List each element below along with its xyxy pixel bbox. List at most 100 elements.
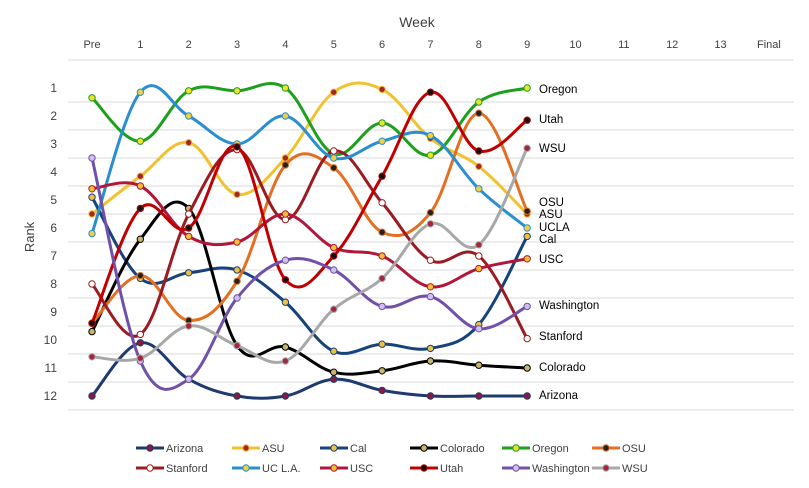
y-tick-label: 6 xyxy=(50,221,57,235)
point-stanford xyxy=(136,330,145,339)
point-cal xyxy=(88,193,96,201)
point-arizona xyxy=(88,392,96,400)
legend-item-usc: USC xyxy=(320,463,373,475)
y-tick-label: 10 xyxy=(44,333,58,347)
y-tick-label: 3 xyxy=(50,137,57,151)
legend-marker-wsu xyxy=(602,464,610,472)
end-label-uc-l-a: UCLA xyxy=(539,222,570,234)
point-stanford xyxy=(378,199,386,207)
point-colorado xyxy=(378,367,386,375)
legend-label-usc: USC xyxy=(350,463,373,475)
end-label-oregon: Oregon xyxy=(539,84,577,96)
point-osu xyxy=(330,164,338,172)
point-usc xyxy=(378,252,386,260)
point-arizona xyxy=(475,392,483,400)
point-oregon xyxy=(281,84,290,92)
point-washington xyxy=(185,375,193,383)
series-line-utah xyxy=(90,90,529,325)
point-colorado xyxy=(88,327,96,336)
legend-marker-oregon xyxy=(512,444,520,452)
point-utah xyxy=(330,252,338,260)
end-label-osu: OSU xyxy=(539,197,564,209)
point-washington xyxy=(523,302,531,311)
point-oregon xyxy=(185,87,193,95)
legend-marker-asu xyxy=(242,444,250,452)
chart-title: Week xyxy=(399,14,436,30)
x-tick-label: 10 xyxy=(569,39,581,51)
series-line-arizona xyxy=(90,341,529,400)
point-cal xyxy=(233,266,241,274)
point-arizona xyxy=(523,392,531,400)
point-asu xyxy=(281,154,290,162)
legend-marker-washington xyxy=(512,464,520,472)
point-asu xyxy=(378,85,386,94)
point-colorado xyxy=(281,343,290,351)
point-wsu xyxy=(281,357,290,365)
x-tick-label: 6 xyxy=(379,39,385,51)
x-tick-label: 1 xyxy=(137,39,143,51)
point-wsu xyxy=(426,220,435,228)
legend-label-stanford: Stanford xyxy=(166,463,208,475)
point-washington xyxy=(281,256,290,264)
point-utah xyxy=(378,172,386,180)
point-asu xyxy=(233,190,241,199)
legend-item-asu: ASU xyxy=(232,443,285,455)
point-usc xyxy=(523,255,531,263)
point-wsu xyxy=(233,341,241,350)
point-utah xyxy=(88,319,96,327)
legend-label-utah: Utah xyxy=(440,463,463,475)
point-stanford xyxy=(475,252,483,260)
point-stanford xyxy=(88,280,96,288)
point-oregon xyxy=(523,84,531,92)
point-arizona xyxy=(233,392,241,400)
point-utah xyxy=(523,116,531,124)
point-stanford xyxy=(330,147,338,155)
point-uc-l-a xyxy=(378,137,386,145)
point-utah xyxy=(136,204,145,213)
point-wsu xyxy=(185,322,193,330)
point-usc xyxy=(88,185,96,193)
point-arizona xyxy=(426,392,435,400)
legend-label-asu: ASU xyxy=(262,443,285,455)
point-osu xyxy=(378,228,386,236)
series-line-wsu xyxy=(90,146,529,364)
legend-item-osu: OSU xyxy=(592,443,646,455)
x-tick-label: 2 xyxy=(186,39,192,51)
legend-item-cal: Cal xyxy=(320,443,367,455)
point-oregon xyxy=(88,94,96,102)
point-osu xyxy=(233,277,241,285)
point-wsu xyxy=(330,305,338,313)
point-uc-l-a xyxy=(426,131,435,140)
point-asu xyxy=(475,162,483,171)
point-uc-l-a xyxy=(185,112,193,120)
end-label-colorado: Colorado xyxy=(539,362,586,374)
point-asu xyxy=(330,88,338,96)
x-tick-label: 4 xyxy=(282,39,288,51)
point-osu xyxy=(426,208,435,217)
series-oregon xyxy=(88,82,531,159)
legend-marker-uc-l-a xyxy=(242,464,250,472)
point-osu xyxy=(523,207,531,215)
point-osu xyxy=(475,109,483,117)
y-tick-label: 12 xyxy=(44,389,58,403)
point-oregon xyxy=(136,137,145,145)
point-usc xyxy=(185,232,193,241)
legend-label-colorado: Colorado xyxy=(440,443,485,455)
end-labels: Arizona ASU Cal Colorado Oregon OSU Stanford UC… xyxy=(539,84,599,402)
series-line-uc-l-a xyxy=(90,84,529,236)
legend-item-oregon: Oregon xyxy=(502,443,569,455)
legend-marker-usc xyxy=(330,464,338,472)
legend-marker-cal xyxy=(330,444,338,452)
x-tick-label: 3 xyxy=(234,39,240,51)
y-tick-label: 7 xyxy=(50,249,57,263)
point-utah xyxy=(426,88,435,96)
point-cal xyxy=(330,347,338,355)
end-label-stanford: Stanford xyxy=(539,331,582,343)
point-wsu xyxy=(475,241,483,249)
point-colorado xyxy=(426,357,435,365)
point-arizona xyxy=(330,375,338,383)
point-asu xyxy=(88,210,96,218)
legend-item-stanford: Stanford xyxy=(136,463,208,475)
